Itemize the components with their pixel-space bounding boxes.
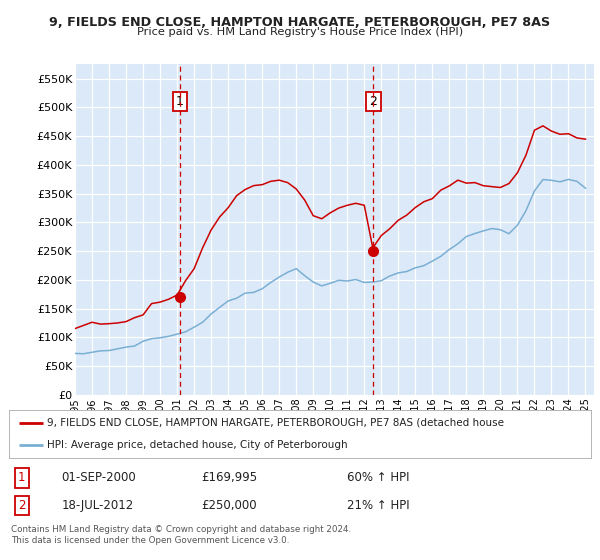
Text: 1: 1 (176, 95, 184, 108)
Text: £169,995: £169,995 (201, 472, 257, 484)
Text: 01-SEP-2000: 01-SEP-2000 (61, 472, 136, 484)
Text: 9, FIELDS END CLOSE, HAMPTON HARGATE, PETERBOROUGH, PE7 8AS (detached house: 9, FIELDS END CLOSE, HAMPTON HARGATE, PE… (47, 418, 504, 428)
Text: Price paid vs. HM Land Registry's House Price Index (HPI): Price paid vs. HM Land Registry's House … (137, 27, 463, 38)
Text: 2: 2 (18, 499, 26, 512)
Text: 18-JUL-2012: 18-JUL-2012 (61, 499, 134, 512)
Text: 2: 2 (370, 95, 377, 108)
Text: £250,000: £250,000 (201, 499, 257, 512)
Text: 1: 1 (18, 472, 26, 484)
Text: 21% ↑ HPI: 21% ↑ HPI (347, 499, 409, 512)
Text: HPI: Average price, detached house, City of Peterborough: HPI: Average price, detached house, City… (47, 440, 347, 450)
Text: 9, FIELDS END CLOSE, HAMPTON HARGATE, PETERBOROUGH, PE7 8AS: 9, FIELDS END CLOSE, HAMPTON HARGATE, PE… (49, 16, 551, 29)
Text: 60% ↑ HPI: 60% ↑ HPI (347, 472, 409, 484)
Text: Contains HM Land Registry data © Crown copyright and database right 2024.
This d: Contains HM Land Registry data © Crown c… (11, 525, 351, 545)
